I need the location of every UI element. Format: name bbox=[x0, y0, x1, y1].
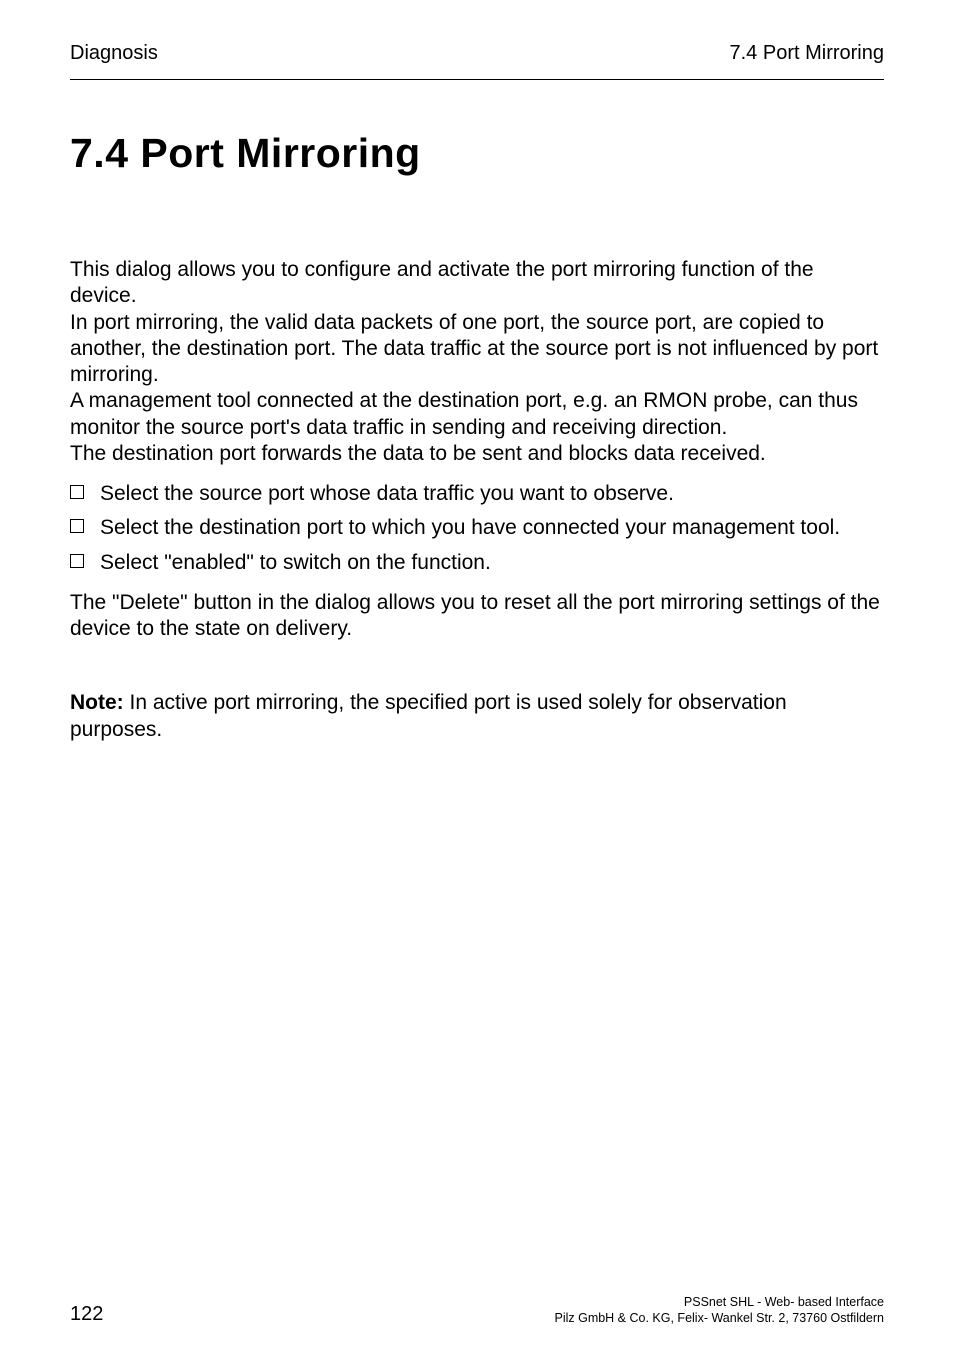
footer: 122 PSSnet SHL - Web- based Interface Pi… bbox=[70, 1294, 884, 1327]
header-rule bbox=[70, 79, 884, 80]
body: This dialog allows you to configure and … bbox=[70, 257, 884, 743]
checklist-text: Select "enabled" to switch on the functi… bbox=[100, 551, 491, 574]
checklist-item: Select the destination port to which you… bbox=[70, 515, 884, 541]
intro-p2: In port mirroring, the valid data packet… bbox=[70, 310, 884, 389]
page-number: 122 bbox=[70, 1303, 103, 1326]
header-right: 7.4 Port Mirroring bbox=[730, 42, 885, 65]
running-header: Diagnosis 7.4 Port Mirroring bbox=[70, 42, 884, 65]
footer-right: PSSnet SHL - Web- based Interface Pilz G… bbox=[554, 1294, 884, 1327]
checklist-item: Select the source port whose data traffi… bbox=[70, 481, 884, 507]
intro-p3: A management tool connected at the desti… bbox=[70, 388, 884, 441]
checkbox-icon bbox=[70, 554, 84, 568]
checkbox-icon bbox=[70, 485, 84, 499]
checklist-item: Select "enabled" to switch on the functi… bbox=[70, 550, 884, 576]
note: Note: In active port mirroring, the spec… bbox=[70, 690, 884, 743]
intro-p4: The destination port forwards the data t… bbox=[70, 441, 884, 467]
section-title: 7.4 Port Mirroring bbox=[70, 130, 884, 177]
checklist-text: Select the destination port to which you… bbox=[100, 516, 840, 539]
checklist-text: Select the source port whose data traffi… bbox=[100, 482, 674, 505]
header-left: Diagnosis bbox=[70, 42, 158, 65]
footer-line2: Pilz GmbH & Co. KG, Felix- Wankel Str. 2… bbox=[554, 1310, 884, 1326]
after-list: The "Delete" button in the dialog allows… bbox=[70, 590, 884, 643]
footer-line1: PSSnet SHL - Web- based Interface bbox=[554, 1294, 884, 1310]
checklist: Select the source port whose data traffi… bbox=[70, 481, 884, 576]
checkbox-icon bbox=[70, 519, 84, 533]
note-label: Note: bbox=[70, 691, 124, 714]
note-text: In active port mirroring, the specified … bbox=[70, 691, 787, 740]
page: Diagnosis 7.4 Port Mirroring 7.4 Port Mi… bbox=[0, 0, 954, 1354]
intro-p1: This dialog allows you to configure and … bbox=[70, 257, 884, 310]
